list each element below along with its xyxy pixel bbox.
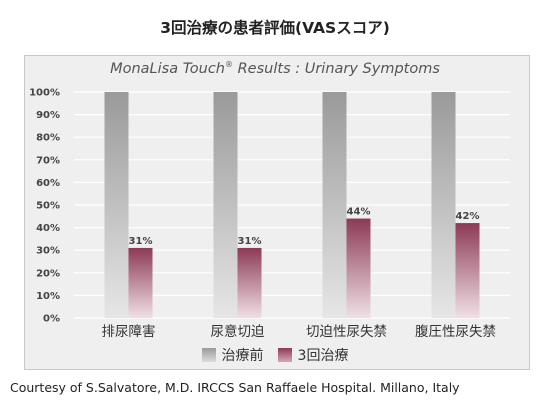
chart-title: MonaLisa Touch® Results : Urinary Sympto… (0, 60, 550, 77)
bar-before (104, 92, 129, 318)
chart-title-main: MonaLisa Touch (110, 60, 225, 77)
x-category-label: 排尿障害 (102, 324, 156, 340)
y-tick-label: 20% (36, 268, 60, 279)
legend: 治療前 3回治療 (0, 345, 550, 365)
bar-before (322, 92, 347, 318)
data-label: 44% (347, 207, 371, 218)
y-tick-label: 100% (29, 88, 60, 99)
bar-after (237, 247, 262, 318)
plot-area: 0% 10% 20% 30% 40% 50% 60% 70% 80% 90% 100% 31% 排尿障害… (29, 88, 510, 340)
y-tick-label: 90% (36, 110, 60, 121)
data-label: 42% (456, 211, 480, 222)
y-tick-label: 10% (36, 291, 60, 302)
chart-title-rest: Results : Urinary Symptoms (233, 60, 440, 77)
legend-item-before: 治療前 (201, 345, 264, 365)
y-tick-label: 30% (36, 246, 60, 257)
y-tick-label: 40% (36, 223, 60, 234)
legend-label-before: 治療前 (221, 348, 264, 364)
bar-after (128, 247, 153, 318)
x-category-label: 尿意切迫 (211, 323, 265, 340)
bar-after (346, 218, 371, 318)
x-category-label: 腹圧性尿失禁 (415, 323, 496, 340)
page-heading: 3回治療の患者評価(VASスコア) (160, 19, 390, 37)
y-tick-label: 50% (36, 201, 60, 212)
y-tick-label: 0% (43, 314, 60, 325)
y-tick-label: 60% (36, 178, 60, 189)
registered-mark: ® (225, 60, 233, 69)
data-label: 31% (129, 236, 153, 247)
legend-swatch-before (201, 348, 216, 362)
x-category-label: 切迫性尿失禁 (306, 324, 387, 340)
bar-after (455, 223, 480, 318)
credit-text: Courtesy of S.Salvatore, M.D. IRCCS San … (10, 380, 460, 395)
bar-before (431, 92, 456, 318)
bar-before (213, 92, 238, 318)
legend-label-after: 3回治療 (297, 348, 349, 364)
legend-item-after: 3回治療 (277, 345, 349, 365)
y-tick-label: 70% (36, 155, 60, 166)
y-tick-label: 80% (36, 133, 60, 144)
legend-swatch-after (277, 348, 292, 362)
data-label: 31% (238, 236, 262, 247)
